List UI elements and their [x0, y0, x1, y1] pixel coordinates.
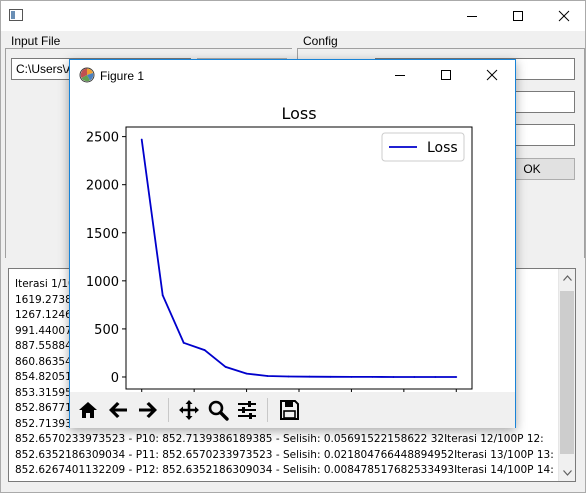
- home-button[interactable]: [74, 396, 102, 424]
- figure-maximize-button[interactable]: [423, 60, 469, 90]
- y-tick-label: 1000: [86, 275, 119, 290]
- zoom-button[interactable]: [204, 396, 232, 424]
- figure-title: Figure 1: [100, 69, 145, 83]
- series-line-loss: [140, 139, 457, 378]
- data-point: [182, 341, 185, 344]
- legend-box: [381, 132, 465, 162]
- back-button[interactable]: [104, 396, 132, 424]
- input-file-group: [5, 48, 292, 258]
- data-point: [287, 375, 290, 378]
- data-point: [308, 375, 311, 378]
- minimize-button[interactable]: [449, 1, 495, 31]
- main-titlebar: [1, 1, 585, 31]
- data-point: [203, 349, 206, 351]
- input-file-title: Input File: [11, 34, 61, 48]
- log-line: Iterasi 1/10: [15, 278, 75, 290]
- data-point: [434, 376, 437, 378]
- app-window-icon: [9, 9, 23, 21]
- log-line: 852.6570233973523 - P10: 852.71393861893…: [15, 433, 544, 445]
- log-line: 852.6267401132209 - P12: 852.63521863090…: [15, 464, 554, 476]
- axes-frame: [125, 126, 473, 390]
- log-lines: Iterasi 1/10 1619.27384 1267.12468 991.4…: [15, 277, 555, 479]
- log-line: 853.315952: [15, 386, 79, 399]
- figure-toolbar: [70, 392, 515, 428]
- close-icon: [486, 69, 498, 81]
- data-point: [161, 294, 164, 297]
- log-line: 852.6352186309034 - P11: 852.65702339735…: [15, 448, 554, 461]
- matplotlib-icon: [79, 67, 95, 83]
- zoom-icon: [208, 400, 229, 421]
- legend-label: Loss: [427, 140, 458, 156]
- scroll-thumb[interactable]: [560, 291, 574, 454]
- log-line: 854.820517: [15, 371, 79, 383]
- log-line: 852.713938: [15, 417, 79, 430]
- chart-title: Loss: [281, 104, 316, 123]
- save-icon: [280, 400, 299, 420]
- minimize-icon: [467, 16, 477, 17]
- toolbar-separator: [267, 398, 268, 422]
- data-point: [350, 375, 353, 378]
- y-tick-label: 2000: [86, 179, 119, 194]
- maximize-icon: [441, 70, 451, 80]
- log-line: 852.867713: [15, 402, 79, 414]
- log-line: 887.558841: [15, 340, 79, 352]
- chevron-down-icon: [562, 469, 572, 476]
- y-tick-label: 500: [94, 323, 119, 338]
- scroll-up-button[interactable]: [559, 269, 575, 286]
- back-arrow-icon: [109, 402, 127, 418]
- data-point: [413, 376, 416, 378]
- close-icon: [558, 10, 570, 22]
- data-point: [266, 375, 269, 377]
- scroll-down-button[interactable]: [559, 464, 575, 481]
- data-point: [392, 376, 395, 378]
- data-point: [329, 375, 332, 378]
- log-line: 1267.12468: [15, 309, 79, 321]
- data-point: [371, 375, 374, 378]
- toolbar-separator: [168, 398, 169, 422]
- y-tick-label: 0: [111, 371, 119, 386]
- chevron-up-icon: [562, 274, 572, 281]
- save-button[interactable]: [275, 396, 303, 424]
- pan-icon: [179, 400, 199, 420]
- figure-titlebar: Figure 1: [70, 60, 515, 90]
- figure-close-button[interactable]: [469, 60, 515, 90]
- home-icon: [79, 402, 97, 418]
- maximize-icon: [513, 11, 523, 21]
- y-tick-label: 2500: [86, 131, 119, 146]
- data-point: [140, 138, 143, 141]
- configure-subplots-button[interactable]: [233, 396, 261, 424]
- figure-minimize-button[interactable]: [377, 60, 423, 90]
- log-line: 991.440076: [15, 324, 79, 337]
- forward-arrow-icon: [139, 402, 157, 418]
- log-line: 860.863544: [15, 355, 79, 368]
- log-line: 1619.27384: [15, 293, 79, 306]
- pan-button[interactable]: [175, 396, 203, 424]
- y-tick-label: 1500: [86, 227, 119, 242]
- data-point: [455, 376, 458, 378]
- data-point: [245, 372, 248, 375]
- close-button[interactable]: [541, 1, 586, 31]
- maximize-button[interactable]: [495, 1, 541, 31]
- loss-chart: Loss0.02.55.07.510.012.515.0050010001500…: [86, 104, 473, 392]
- log-scrollbar[interactable]: [558, 269, 575, 481]
- config-title: Config: [303, 34, 338, 48]
- configure-subplots-icon: [238, 401, 256, 419]
- data-point: [224, 365, 227, 368]
- figure-window: Figure 1 Loss0.02.55.07.510.012.515.0050…: [69, 59, 516, 428]
- forward-button[interactable]: [134, 396, 162, 424]
- minimize-icon: [395, 75, 405, 76]
